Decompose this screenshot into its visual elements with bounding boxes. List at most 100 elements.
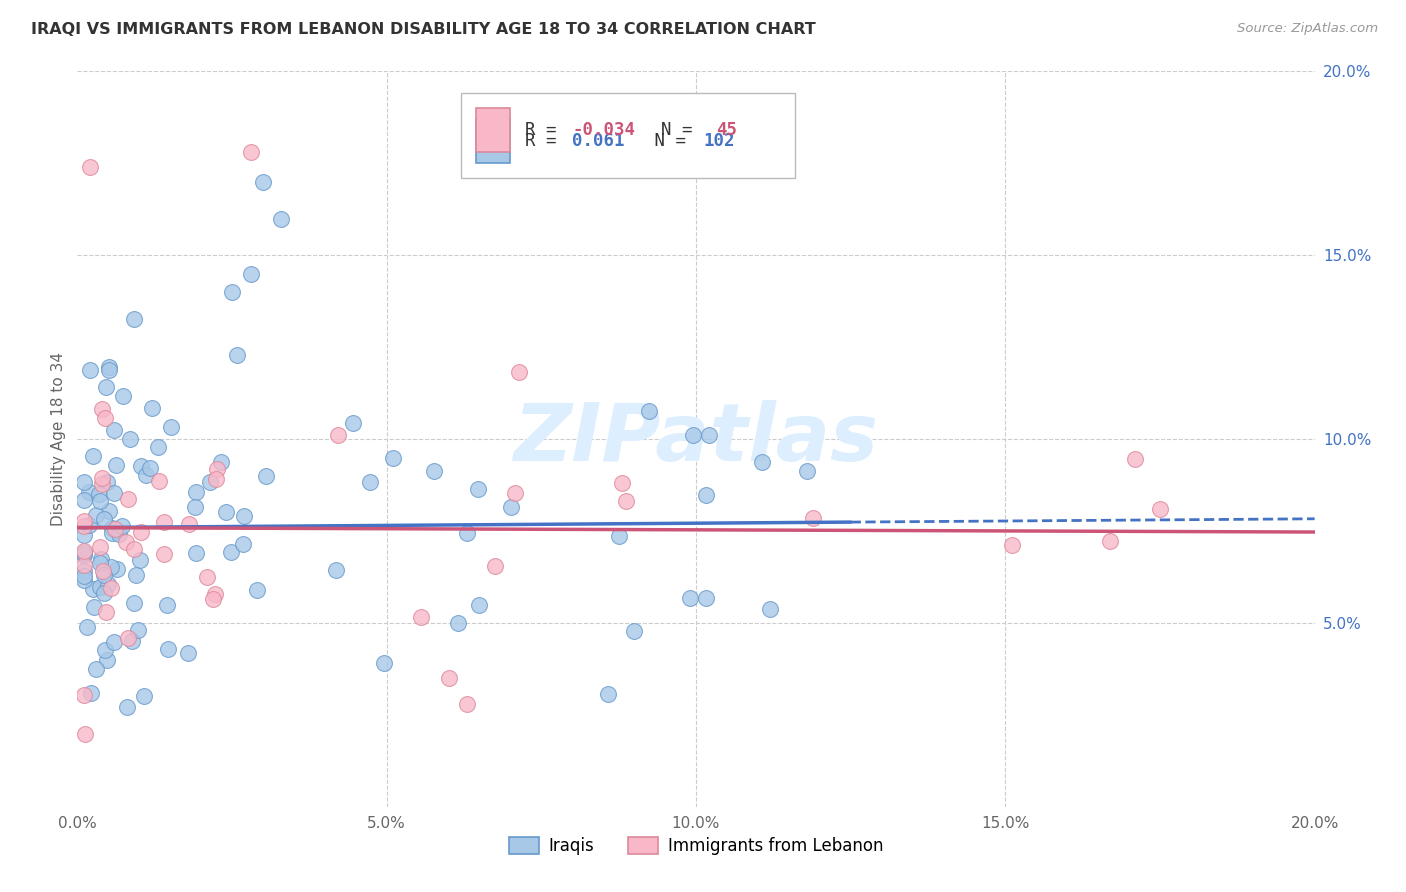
Point: [156, 598, 179, 612]
Point: [96, 475, 118, 490]
Point: [198, 475, 221, 489]
Point: [73, 726, 96, 740]
Point: [609, 529, 631, 543]
Point: [94, 643, 117, 657]
Text: -0.034: -0.034: [572, 121, 636, 139]
Point: [98, 359, 121, 374]
Point: [186, 485, 208, 500]
Point: [122, 312, 145, 326]
Point: [195, 569, 218, 583]
Point: [695, 591, 717, 606]
Point: [254, 468, 277, 483]
Point: [202, 591, 225, 606]
Point: [468, 598, 491, 612]
Point: [72, 475, 94, 489]
Point: [1125, 452, 1147, 467]
Point: [111, 389, 134, 403]
Point: [96, 653, 118, 667]
Point: [1149, 501, 1171, 516]
Point: [79, 685, 101, 699]
Point: [221, 544, 243, 558]
Point: [72, 544, 94, 558]
Point: [90, 476, 112, 491]
Point: [148, 474, 170, 488]
Point: [801, 511, 824, 525]
Point: [122, 542, 145, 557]
Point: [94, 411, 117, 425]
Point: [679, 591, 702, 605]
Point: [221, 285, 243, 300]
Point: [134, 689, 156, 703]
Point: [76, 620, 98, 634]
Point: [117, 492, 139, 507]
Point: [105, 562, 128, 576]
Point: [121, 633, 143, 648]
FancyBboxPatch shape: [461, 94, 794, 178]
Point: [382, 451, 405, 466]
Point: [93, 568, 115, 582]
Point: [252, 175, 274, 189]
Point: [139, 461, 162, 475]
Point: [499, 500, 522, 514]
Point: [246, 583, 269, 598]
Point: [72, 546, 94, 560]
Point: [623, 624, 645, 638]
Point: [79, 160, 101, 174]
Point: [97, 503, 120, 517]
Text: ZIPatlas: ZIPatlas: [513, 401, 879, 478]
Point: [94, 605, 117, 619]
Point: [122, 596, 145, 610]
Point: [125, 567, 148, 582]
Point: [225, 348, 247, 362]
Point: [326, 428, 349, 442]
Point: [596, 687, 619, 701]
Point: [1099, 534, 1122, 549]
Point: [90, 402, 112, 417]
Point: [72, 548, 94, 562]
Point: [215, 505, 238, 519]
Point: [359, 475, 381, 489]
Point: [205, 472, 228, 486]
Point: [111, 519, 134, 533]
Point: [72, 569, 94, 583]
Y-axis label: Disability Age 18 to 34: Disability Age 18 to 34: [51, 352, 66, 526]
Point: [103, 423, 125, 437]
Point: [614, 494, 637, 508]
Text: 45: 45: [716, 121, 737, 139]
Point: [73, 519, 96, 533]
Text: IRAQI VS IMMIGRANTS FROM LEBANON DISABILITY AGE 18 TO 34 CORRELATION CHART: IRAQI VS IMMIGRANTS FROM LEBANON DISABIL…: [31, 22, 815, 37]
Point: [1001, 538, 1024, 552]
Point: [697, 427, 720, 442]
Point: [100, 525, 122, 540]
Point: [100, 559, 122, 574]
Point: [72, 564, 94, 578]
Point: [84, 662, 107, 676]
Point: [411, 609, 433, 624]
Point: [467, 483, 489, 497]
Point: [183, 500, 205, 515]
Point: [129, 553, 152, 567]
Point: [456, 698, 478, 712]
Point: [89, 494, 111, 508]
Point: [89, 557, 111, 571]
Point: [72, 514, 94, 528]
Point: [204, 587, 226, 601]
Point: [146, 440, 169, 454]
Point: [153, 547, 176, 561]
Point: [93, 586, 115, 600]
Point: [135, 468, 157, 483]
Point: [82, 582, 104, 597]
Point: [177, 517, 200, 532]
Text: 0.061: 0.061: [572, 132, 624, 150]
Point: [84, 508, 107, 523]
Point: [91, 470, 114, 484]
Text: N =: N =: [644, 132, 696, 150]
Point: [100, 521, 122, 535]
Point: [508, 365, 530, 379]
Point: [610, 476, 633, 491]
Point: [129, 524, 152, 539]
Point: [104, 458, 127, 472]
Text: N =: N =: [661, 121, 703, 139]
Text: R =: R =: [526, 132, 567, 150]
Point: [77, 484, 100, 499]
